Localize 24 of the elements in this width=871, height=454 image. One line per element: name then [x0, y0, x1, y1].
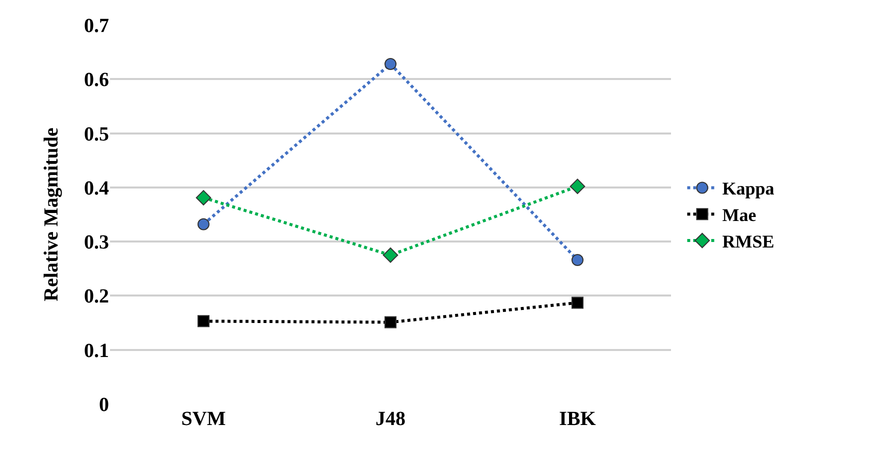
point — [198, 315, 210, 328]
y-tick-label: 0.7 — [84, 15, 109, 37]
legend-label: Mae — [722, 205, 756, 226]
y-tick-label: 0.2 — [84, 286, 109, 308]
point — [198, 218, 210, 230]
legend-label: Kappa — [722, 178, 774, 199]
y-tick-label: 0.6 — [84, 69, 109, 92]
point — [572, 296, 584, 309]
y-tick-label: 0.3 — [84, 232, 109, 254]
point — [384, 316, 396, 328]
y-tick-label: 0.4 — [84, 177, 109, 200]
point — [382, 247, 398, 263]
y-axis-title: Relative Magmitude — [40, 127, 62, 302]
y-tick-label: 0.1 — [84, 340, 109, 362]
y-tick-label: 0.5 — [84, 123, 109, 146]
x-tick-label: SVM — [181, 408, 226, 430]
x-tick-label: IBK — [559, 408, 596, 430]
legend-label: RMSE — [722, 232, 774, 252]
point — [570, 178, 586, 194]
y-tick-label: 0 — [99, 394, 109, 416]
x-tick-label: J48 — [376, 408, 406, 430]
point — [572, 254, 584, 266]
point — [196, 190, 212, 206]
point — [384, 58, 396, 70]
